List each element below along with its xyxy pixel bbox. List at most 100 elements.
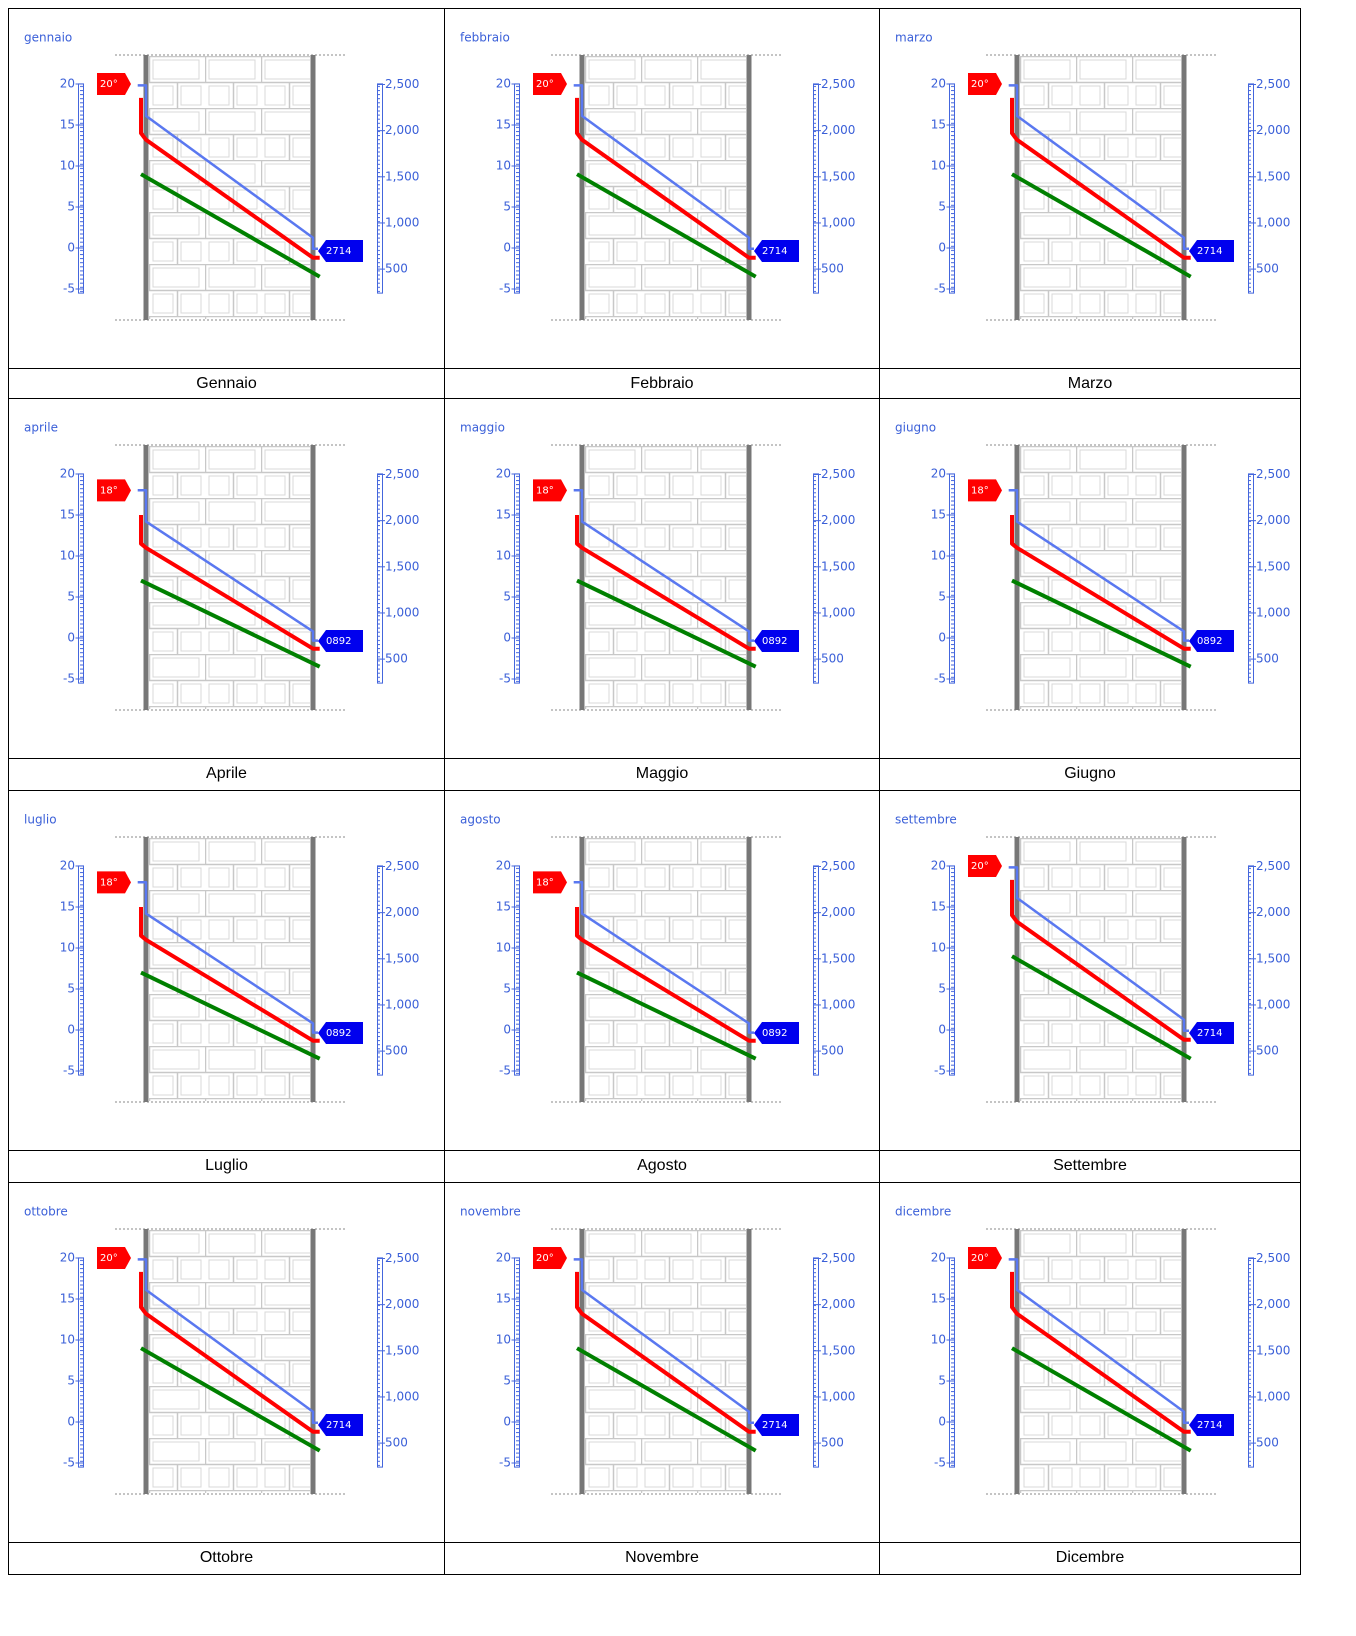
y2-tick-label: 1,000 <box>385 997 419 1011</box>
y2-tick-label: 1,500 <box>1256 1343 1290 1357</box>
y-axis-bar <box>79 866 84 1075</box>
y2-tick-label: 2,500 <box>1256 859 1290 873</box>
temp-tag-label: 18° <box>536 485 554 496</box>
y2-tick-label: 1,500 <box>821 951 855 965</box>
y-tick-label: 5 <box>67 1374 75 1388</box>
chart-title: marzo <box>895 31 933 45</box>
y-tick-label: 5 <box>67 982 75 996</box>
y2-tick-label: 2,000 <box>1256 905 1290 919</box>
vapor-tag-label: 2714 <box>762 246 787 257</box>
caption: Luglio <box>8 1150 445 1183</box>
y-tick-label: -5 <box>499 282 511 296</box>
y-tick-label: -5 <box>63 672 75 686</box>
temp-tag-label: 20° <box>971 1253 989 1264</box>
y2-tick-label: 1,500 <box>385 1343 419 1357</box>
chart-cell: novembre-5051015205001,0001,5002,0002,50… <box>444 1182 880 1543</box>
y2-tick-label: 1,000 <box>1256 1389 1290 1403</box>
y-tick-label: 20 <box>931 77 946 91</box>
y-tick-label: -5 <box>934 1064 946 1078</box>
temp-tag-label: 20° <box>100 79 118 90</box>
y2-tick-label: 500 <box>1256 1436 1279 1450</box>
y-tick-label: 10 <box>931 159 946 173</box>
y-axis-bar <box>515 1258 520 1467</box>
chart-title: novembre <box>460 1205 521 1219</box>
y2-tick-label: 500 <box>385 1044 408 1058</box>
wall-chart: luglio-5051015205001,0001,5002,0002,5001… <box>8 790 443 1149</box>
chart-title: aprile <box>24 421 58 435</box>
vapor-tag-label: 0892 <box>326 636 351 647</box>
y-tick-label: 10 <box>931 1333 946 1347</box>
y2-tick-label: 2,500 <box>821 77 855 91</box>
chart-cell: agosto-5051015205001,0001,5002,0002,5001… <box>444 790 880 1151</box>
y2-axis-bar <box>1249 474 1254 683</box>
caption: Maggio <box>444 758 880 791</box>
caption: Marzo <box>879 368 1301 399</box>
y-tick-label: 20 <box>496 467 511 481</box>
y2-tick-label: 2,500 <box>385 859 419 873</box>
chart-title: luglio <box>24 813 57 827</box>
y-tick-label: -5 <box>63 1456 75 1470</box>
y-tick-label: 10 <box>496 159 511 173</box>
y2-axis-bar <box>378 84 383 293</box>
y-tick-label: 15 <box>496 1292 511 1306</box>
wall-chart: agosto-5051015205001,0001,5002,0002,5001… <box>444 790 878 1149</box>
wall-chart: gennaio-5051015205001,0001,5002,0002,500… <box>8 8 443 367</box>
y2-tick-label: 2,000 <box>385 123 419 137</box>
y-tick-label: 0 <box>938 241 946 255</box>
y2-tick-label: 1,500 <box>385 169 419 183</box>
y-tick-label: 0 <box>938 1023 946 1037</box>
y-tick-label: 5 <box>503 590 511 604</box>
y2-tick-label: 500 <box>821 262 844 276</box>
y2-tick-label: 1,000 <box>385 1389 419 1403</box>
y-tick-label: 5 <box>938 982 946 996</box>
y-tick-label: 0 <box>67 631 75 645</box>
y2-tick-label: 500 <box>385 1436 408 1450</box>
chart-title: dicembre <box>895 1205 951 1219</box>
y-tick-label: 5 <box>67 200 75 214</box>
y-tick-label: 15 <box>60 508 75 522</box>
y2-tick-label: 2,000 <box>821 513 855 527</box>
chart-title: giugno <box>895 421 936 435</box>
caption: Giugno <box>879 758 1301 791</box>
y2-tick-label: 2,500 <box>385 467 419 481</box>
chart-title: agosto <box>460 813 501 827</box>
y2-tick-label: 2,000 <box>1256 123 1290 137</box>
chart-title: ottobre <box>24 1205 68 1219</box>
temp-tag-label: 18° <box>100 877 118 888</box>
chart-cell: luglio-5051015205001,0001,5002,0002,5001… <box>8 790 445 1151</box>
y-tick-label: 5 <box>503 1374 511 1388</box>
y2-tick-label: 500 <box>385 652 408 666</box>
bricks <box>1020 56 1181 319</box>
y-axis-bar <box>950 866 955 1075</box>
y2-axis-bar <box>378 474 383 683</box>
bricks <box>1020 838 1181 1101</box>
y-tick-label: 5 <box>503 200 511 214</box>
y-tick-label: 0 <box>503 631 511 645</box>
y-tick-label: 20 <box>931 1251 946 1265</box>
y-tick-label: 0 <box>503 241 511 255</box>
chart-title: settembre <box>895 813 957 827</box>
y2-tick-label: 2,000 <box>821 905 855 919</box>
y-tick-label: 15 <box>60 118 75 132</box>
y-tick-label: 15 <box>496 118 511 132</box>
y-tick-label: 20 <box>931 467 946 481</box>
y-tick-label: -5 <box>934 282 946 296</box>
y2-tick-label: 1,500 <box>821 1343 855 1357</box>
caption: Agosto <box>444 1150 880 1183</box>
y-tick-label: -5 <box>63 1064 75 1078</box>
vapor-tag-label: 2714 <box>1197 1028 1222 1039</box>
bricks <box>585 56 746 319</box>
y-tick-label: -5 <box>934 672 946 686</box>
wall-chart: dicembre-5051015205001,0001,5002,0002,50… <box>879 1182 1299 1541</box>
wall-chart: ottobre-5051015205001,0001,5002,0002,500… <box>8 1182 443 1541</box>
vapor-tag-label: 2714 <box>326 246 351 257</box>
y2-tick-label: 1,000 <box>1256 605 1290 619</box>
y-tick-label: 10 <box>60 1333 75 1347</box>
y2-tick-label: 2,000 <box>1256 513 1290 527</box>
chart-title: maggio <box>460 421 505 435</box>
y2-tick-label: 2,000 <box>385 905 419 919</box>
vapor-tag-label: 0892 <box>1197 636 1222 647</box>
y2-tick-label: 1,500 <box>821 169 855 183</box>
